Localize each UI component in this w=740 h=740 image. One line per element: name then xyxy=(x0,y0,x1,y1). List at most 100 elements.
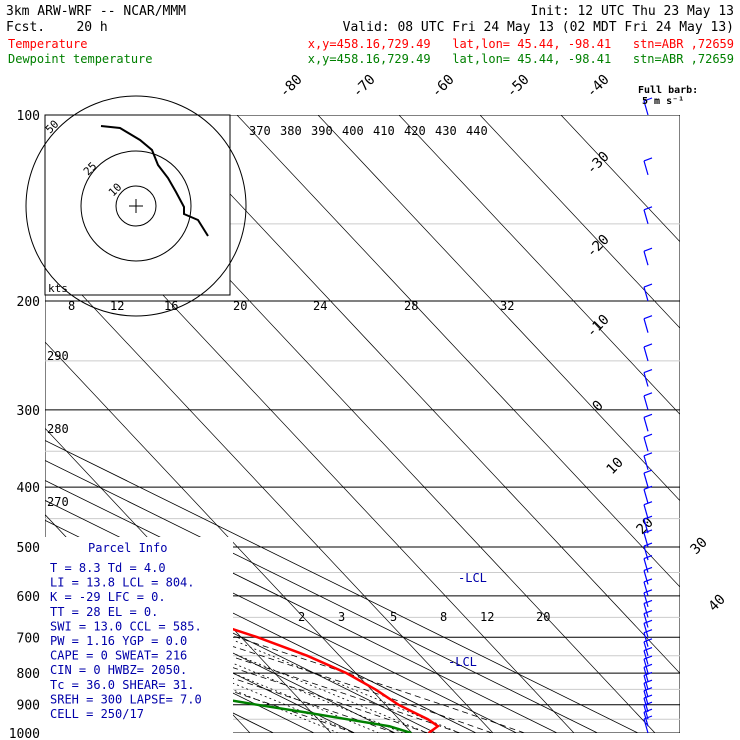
dry-adiabat-line xyxy=(236,115,680,588)
wind-barb-flag xyxy=(643,708,653,713)
hodo-speed-label: 8 xyxy=(68,299,75,313)
isotherm-label: 10 xyxy=(604,455,627,478)
barb-legend-line1: Full barb: xyxy=(638,85,698,96)
wind-barb-flag xyxy=(643,343,653,348)
wind-barb xyxy=(643,100,649,116)
lcl-label-lower: -LCL xyxy=(448,655,477,669)
wind-barb-flag xyxy=(643,157,653,162)
hodograph-trace xyxy=(100,125,209,237)
dry-adiabat-line xyxy=(45,255,494,733)
hodograph-units-label: kts xyxy=(48,282,68,295)
wind-barb xyxy=(643,712,649,727)
legend-temperature-name: Temperature xyxy=(8,37,87,51)
parcel-info-line: SWI = 13.0 CCL = 585. xyxy=(50,619,202,633)
pressure-tick-label: 1000 xyxy=(9,727,40,740)
wind-barb xyxy=(643,437,649,452)
parcel-info-line: Tc = 36.0 SHEAR= 31. xyxy=(50,678,195,692)
parcel-info-box: Parcel Info T = 8.3 Td = 4.0LI = 13.8 LC… xyxy=(45,537,233,733)
wind-barb xyxy=(643,395,649,411)
dry-adiabat-line xyxy=(155,115,680,674)
pressure-tick-label: 700 xyxy=(17,631,40,646)
wind-barb-flag xyxy=(643,368,653,374)
wind-barb-flag xyxy=(643,687,653,692)
theta-label: 430 xyxy=(435,124,457,138)
pressure-tick-label: 800 xyxy=(17,667,40,682)
wind-barb-flag xyxy=(643,679,653,684)
hodo-speed-label: 28 xyxy=(404,299,418,313)
wind-barb-flag xyxy=(643,485,653,490)
wind-barb xyxy=(643,632,649,647)
wind-barb xyxy=(643,558,649,573)
wind-barb-flag xyxy=(643,701,653,706)
wind-barb-flag xyxy=(643,655,653,660)
parcel-info-line: PW = 1.16 YGP = 0.0 xyxy=(50,634,187,648)
wind-barb xyxy=(643,623,649,638)
forecast-hour: Fcst. 20 h xyxy=(6,20,108,35)
wind-barb-flag xyxy=(643,715,653,720)
mixing-ratio-label: 8 xyxy=(440,610,447,624)
wind-barb xyxy=(643,209,649,224)
wind-barb-flag xyxy=(643,501,653,506)
isotherm-label: 0 xyxy=(590,398,607,415)
wind-barb-flag xyxy=(643,599,653,604)
wind-barb xyxy=(643,504,649,519)
hodo-speed-label: 20 xyxy=(233,299,247,313)
pressure-tick-label: 500 xyxy=(17,541,40,556)
hodograph-ring xyxy=(25,95,247,317)
wind-barb xyxy=(643,603,649,618)
wind-barb xyxy=(643,251,649,266)
theta-label: 440 xyxy=(466,124,488,138)
isotherm-line xyxy=(45,459,598,733)
wind-barb xyxy=(643,489,649,504)
mixing-ratio-label: 2 xyxy=(298,610,305,624)
barb-legend-line2: 5 m s⁻¹ xyxy=(642,96,684,107)
wind-barb xyxy=(643,472,649,488)
isotherm-label: -80 xyxy=(277,72,306,101)
temperature-profile xyxy=(45,563,441,733)
isotherm-label: 30 xyxy=(688,535,711,558)
hodo-speed-label: 16 xyxy=(164,299,178,313)
parcel-info-title: Parcel Info xyxy=(88,541,167,555)
mixing-ratio-label: 12 xyxy=(480,610,494,624)
model-title: 3km ARW-WRF -- NCAR/MMM xyxy=(6,4,186,19)
legend-dewpoint-name: Dewpoint temperature xyxy=(8,52,153,66)
hodograph-ring xyxy=(80,150,192,262)
wind-barb-flag xyxy=(643,663,653,668)
isotherm-label: -20 xyxy=(584,232,613,261)
wind-barb-flag xyxy=(643,97,653,102)
wind-barb-flag xyxy=(643,542,653,547)
wind-barb xyxy=(643,346,649,362)
wind-barb xyxy=(643,650,649,665)
wind-barb-flag xyxy=(643,529,653,534)
wind-barb-flag xyxy=(643,638,653,643)
pressure-tick-label: 100 xyxy=(17,109,40,124)
theta-label: 390 xyxy=(311,124,333,138)
parcel-info-line: SREH = 300 LAPSE= 7.0 xyxy=(50,692,202,706)
parcel-info-line: K = -29 LFC = 0. xyxy=(50,590,166,604)
parcel-info-line: CAPE = 0 SWEAT= 216 xyxy=(50,649,187,663)
theta-label: 410 xyxy=(373,124,395,138)
isotherm-line xyxy=(45,479,558,733)
wind-barb-flag xyxy=(643,247,653,252)
wind-barb xyxy=(643,705,649,720)
wind-barb xyxy=(643,613,649,628)
hodograph-inset xyxy=(44,114,231,296)
isotherm-label: -50 xyxy=(504,72,533,101)
parcel-info-line: CELL = 250/17 xyxy=(50,707,144,721)
dry-adiabat-line xyxy=(560,115,680,243)
dry-adiabat-line xyxy=(317,115,680,502)
wind-barb-flag xyxy=(643,629,653,634)
wind-barb xyxy=(643,372,649,387)
wind-barb-flag xyxy=(643,433,653,438)
hodograph-ring xyxy=(115,185,157,227)
hodo-speed-label: 12 xyxy=(110,299,124,313)
hodo-speed-label: 32 xyxy=(500,299,514,313)
isotherm-line xyxy=(45,439,639,733)
hodo-speed-label: 24 xyxy=(313,299,327,313)
isotherm-label: 40 xyxy=(706,592,729,615)
isotherm-label: 20 xyxy=(634,515,657,538)
wind-barb-flag xyxy=(643,619,653,624)
parcel-info-line: TT = 28 EL = 0. xyxy=(50,605,158,619)
wind-barb-flag xyxy=(643,566,653,572)
lcl-label-upper: -LCL xyxy=(458,571,487,585)
